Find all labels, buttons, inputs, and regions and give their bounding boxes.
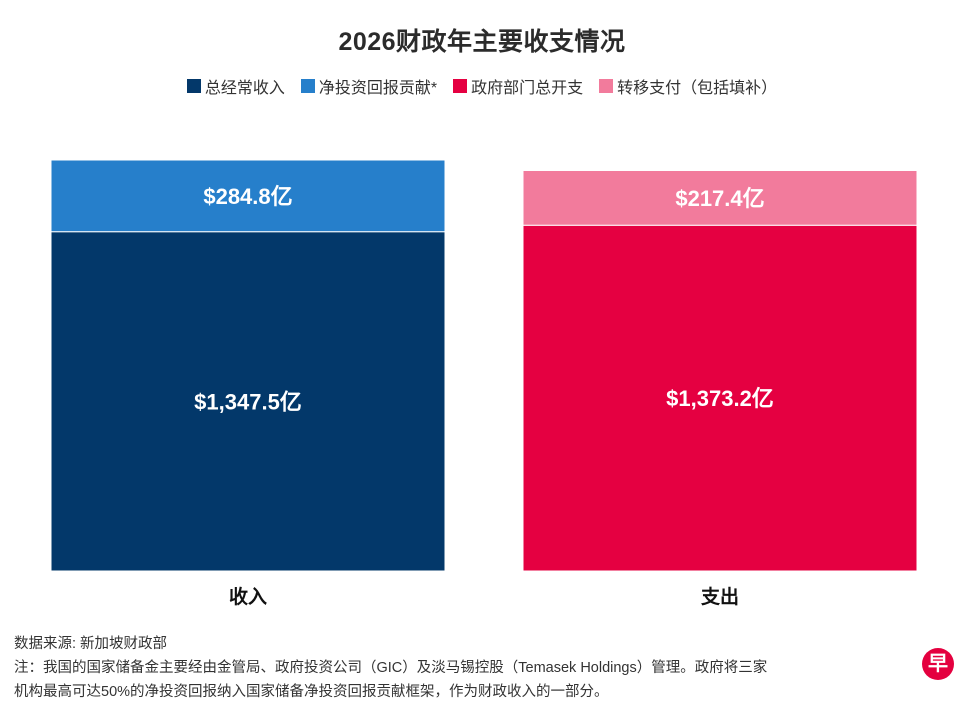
bar-value-label-3: $217.4亿: [675, 186, 764, 211]
legend-swatch: [186, 79, 201, 93]
legend-item-nirc: 净投资回报贡献*: [300, 74, 438, 98]
category-label-1: 支出: [700, 585, 739, 608]
chart-title: 2026财政年主要收支情况: [338, 28, 626, 56]
footnote-line-2: 机构最高可达50%的净投资回报纳入国家储备净投资回报贡献框架，作为财政收入的一部…: [14, 684, 609, 700]
source-note: 数据来源: 新加坡财政部: [14, 636, 168, 652]
legend-swatch: [300, 79, 315, 93]
zaobao-logo: 早: [922, 648, 954, 680]
legend: 总经常收入 净投资回报贡献* 政府部门总开支 转移支付（包括填补）: [0, 74, 964, 98]
legend-item-recurring-revenue: 总经常收入: [186, 74, 285, 98]
bar-segment-0: [50, 231, 446, 572]
legend-item-transfers: 转移支付（包括填补）: [599, 74, 777, 98]
legend-swatch: [599, 79, 614, 93]
bar-segment-1: [50, 159, 446, 233]
bar-segment-2: [522, 224, 918, 572]
bar-value-label-2: $1,373.2亿: [666, 386, 774, 411]
legend-label: 净投资回报贡献*: [318, 80, 438, 97]
bar-segment-3: [522, 169, 918, 226]
legend-label: 政府部门总开支: [471, 80, 584, 97]
bar-value-label-1: $284.8亿: [203, 184, 292, 209]
bar-value-label-0: $1,347.5亿: [194, 389, 302, 414]
category-label-0: 收入: [229, 585, 267, 608]
footer: 数据来源: 新加坡财政部 注：我国的国家储备金主要经由金管局、政府投资公司（GI…: [14, 632, 914, 704]
footnote-line-1: 注：我国的国家储备金主要经由金管局、政府投资公司（GIC）及淡马锡控股（Tema…: [14, 660, 768, 676]
legend-item-expenditure: 政府部门总开支: [453, 74, 583, 98]
legend-label: 转移支付（包括填补）: [617, 80, 778, 97]
legend-swatch: [453, 79, 468, 93]
legend-label: 总经常收入: [204, 80, 285, 97]
